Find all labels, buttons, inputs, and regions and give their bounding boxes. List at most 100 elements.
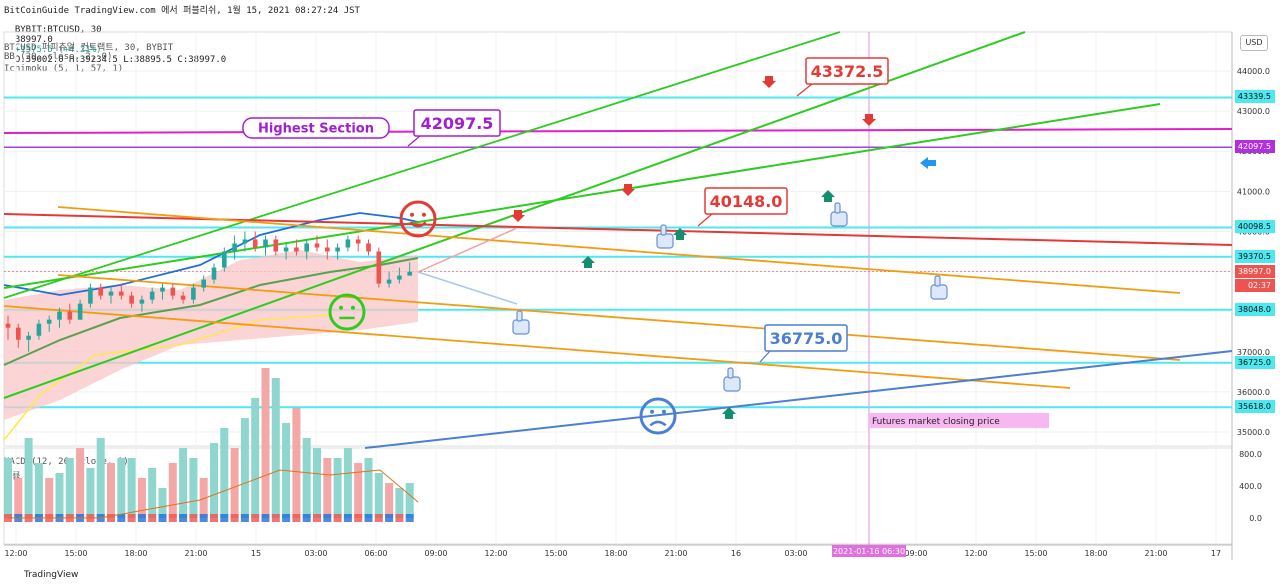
macd-signal bbox=[210, 514, 218, 522]
x-tick-label: 17 bbox=[1211, 549, 1221, 558]
candle-body bbox=[325, 247, 330, 252]
candle-body bbox=[139, 299, 145, 304]
orange-line-2 bbox=[57, 274, 1181, 361]
hand-icon bbox=[512, 319, 530, 335]
macd-signal bbox=[168, 514, 177, 522]
macd-signal bbox=[179, 514, 188, 522]
macd-signal bbox=[148, 514, 157, 522]
annotation-marks: 43372.5 42097.5 Highest Section 40148.0 3677… bbox=[242, 57, 1049, 435]
hand-icon bbox=[656, 233, 674, 249]
down-arrow bbox=[621, 184, 635, 196]
futures-label-box bbox=[869, 413, 1049, 428]
macd-signal bbox=[333, 514, 342, 522]
candle-body bbox=[397, 275, 402, 280]
x-tick-label: 21:00 bbox=[664, 549, 687, 558]
hand-icon-finger bbox=[660, 224, 667, 236]
macd-bar bbox=[302, 438, 311, 518]
candle-body bbox=[108, 291, 114, 296]
candle-body bbox=[232, 243, 237, 252]
annotation-label: 36775.0 bbox=[770, 329, 843, 348]
horizontal-levels bbox=[3, 96, 1233, 409]
macd-signal bbox=[374, 514, 383, 522]
projection-down bbox=[417, 271, 518, 305]
y-tick-label: 36000.0 bbox=[1237, 388, 1270, 397]
red-resistance bbox=[3, 213, 1233, 246]
macd-bar bbox=[168, 463, 177, 518]
macd-signal bbox=[271, 514, 280, 522]
macd-bar bbox=[364, 458, 373, 518]
candle-body bbox=[16, 327, 21, 340]
symbol: BYBIT:BTCUSD, 30 bbox=[14, 25, 102, 35]
macd-bar bbox=[76, 448, 85, 518]
macd-bar bbox=[261, 368, 270, 518]
legend-bb: BB (20, close, 2, 0) bbox=[4, 52, 113, 62]
tradingview-logo[interactable]: TradingView bbox=[24, 570, 78, 580]
face-eye bbox=[650, 409, 655, 414]
candle-body bbox=[252, 239, 258, 248]
macd-signal bbox=[385, 514, 394, 522]
price-label: 02:37 bbox=[1235, 278, 1275, 292]
x-tick-label: 15 bbox=[251, 549, 261, 558]
face-eye bbox=[421, 212, 426, 217]
orange-line-3 bbox=[3, 305, 1071, 389]
x-tick-label: 09:00 bbox=[904, 549, 927, 558]
candle-body bbox=[386, 279, 392, 284]
macd-tick-label: 400.0 bbox=[1239, 482, 1262, 491]
macd-signal bbox=[282, 514, 291, 522]
macd-bar bbox=[24, 438, 33, 518]
up-arrow bbox=[673, 228, 687, 240]
macd-bar bbox=[86, 468, 95, 518]
candle-body bbox=[335, 247, 340, 252]
callout-tail bbox=[407, 135, 421, 147]
macd-signal bbox=[261, 514, 270, 522]
face-happy bbox=[399, 200, 437, 238]
y-tick-label: 41000.0 bbox=[1237, 187, 1270, 196]
macd-histogram bbox=[4, 368, 419, 522]
price-label: 35618.0 bbox=[1235, 400, 1275, 414]
annotation-label: 43372.5 bbox=[811, 62, 884, 81]
macd-bar bbox=[405, 483, 414, 518]
ohlc: O:39002.0 H:39234.5 L:38895.5 C:38997.0 bbox=[14, 55, 227, 65]
macd-signal bbox=[313, 514, 321, 522]
candle-body bbox=[263, 239, 268, 248]
currency-button[interactable]: USD bbox=[1240, 35, 1268, 51]
price-change: +1575.5 (+4.21%) bbox=[14, 45, 102, 55]
x-tick-label: 15:00 bbox=[64, 549, 87, 558]
down-arrow bbox=[762, 76, 776, 88]
macd-bar bbox=[148, 468, 157, 518]
macd-signal bbox=[343, 514, 352, 522]
candle-body bbox=[149, 291, 155, 300]
macd-signal bbox=[199, 514, 208, 522]
macd-signal bbox=[189, 514, 198, 522]
candle-body bbox=[46, 319, 52, 324]
macd-bar bbox=[354, 463, 363, 518]
x-tick-label: 12:00 bbox=[4, 549, 27, 558]
macd-bar bbox=[158, 488, 167, 518]
hand-icon-finger bbox=[934, 275, 941, 287]
candle-body bbox=[345, 239, 351, 248]
macd-signal bbox=[405, 514, 414, 522]
macd-bar bbox=[107, 463, 115, 518]
candle-body bbox=[294, 247, 299, 252]
candle-body bbox=[211, 267, 217, 280]
y-tick-label: 37000.0 bbox=[1237, 348, 1270, 357]
macd-signal bbox=[230, 514, 239, 522]
macd-signal bbox=[302, 514, 311, 522]
macd-bar bbox=[385, 483, 394, 518]
x-tick-label: 18:00 bbox=[604, 549, 627, 558]
x-tick-label: 16 bbox=[731, 549, 741, 558]
candle-body bbox=[5, 323, 11, 328]
macd-tick-label: 800.0 bbox=[1239, 450, 1262, 459]
x-tick-label: 15:00 bbox=[544, 549, 567, 558]
macd-signal bbox=[107, 514, 115, 522]
hand-icon bbox=[723, 376, 741, 392]
macd-signal bbox=[395, 514, 404, 522]
hand-icon bbox=[830, 211, 848, 227]
macd-bar bbox=[210, 443, 218, 518]
macd-signal bbox=[117, 514, 126, 522]
candle-body bbox=[129, 295, 134, 304]
macd-bar bbox=[189, 458, 198, 518]
candle-body bbox=[67, 311, 73, 320]
macd-signal bbox=[323, 514, 332, 522]
